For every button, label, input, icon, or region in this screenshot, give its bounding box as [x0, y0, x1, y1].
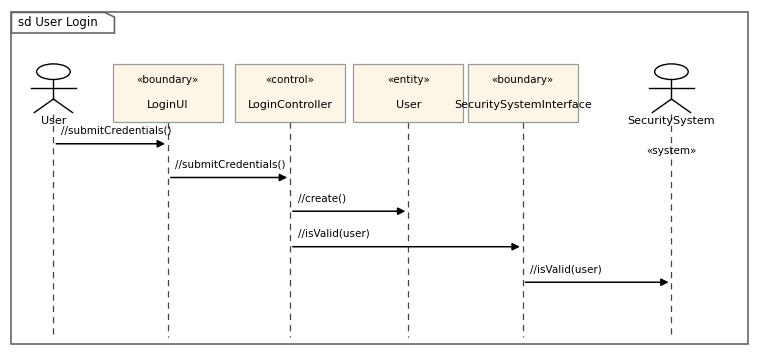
Text: //isValid(user): //isValid(user)	[530, 264, 602, 274]
Bar	[113, 64, 223, 122]
Text: sd User Login: sd User Login	[18, 16, 98, 29]
Text: LoginUI: LoginUI	[147, 100, 188, 110]
Text: «system»: «system»	[646, 146, 697, 156]
Polygon shape	[11, 12, 114, 33]
Bar	[235, 64, 345, 122]
Text: //submitCredentials(): //submitCredentials()	[175, 160, 286, 170]
Text: «boundary»: «boundary»	[491, 75, 554, 85]
Text: SecuritySystemInterface: SecuritySystemInterface	[454, 100, 591, 110]
Bar	[353, 64, 463, 122]
Text: User: User	[40, 116, 66, 126]
Text: User: User	[395, 100, 421, 110]
Bar	[468, 64, 578, 122]
Text: «control»: «control»	[266, 75, 314, 85]
Text: «boundary»: «boundary»	[137, 75, 199, 85]
Text: SecuritySystem: SecuritySystem	[628, 116, 715, 126]
Text: //submitCredentials(): //submitCredentials()	[61, 126, 172, 136]
Text: LoginController: LoginController	[247, 100, 333, 110]
Text: //isValid(user): //isValid(user)	[298, 229, 369, 239]
Text: «entity»: «entity»	[387, 75, 430, 85]
Text: //create(): //create()	[298, 193, 346, 203]
